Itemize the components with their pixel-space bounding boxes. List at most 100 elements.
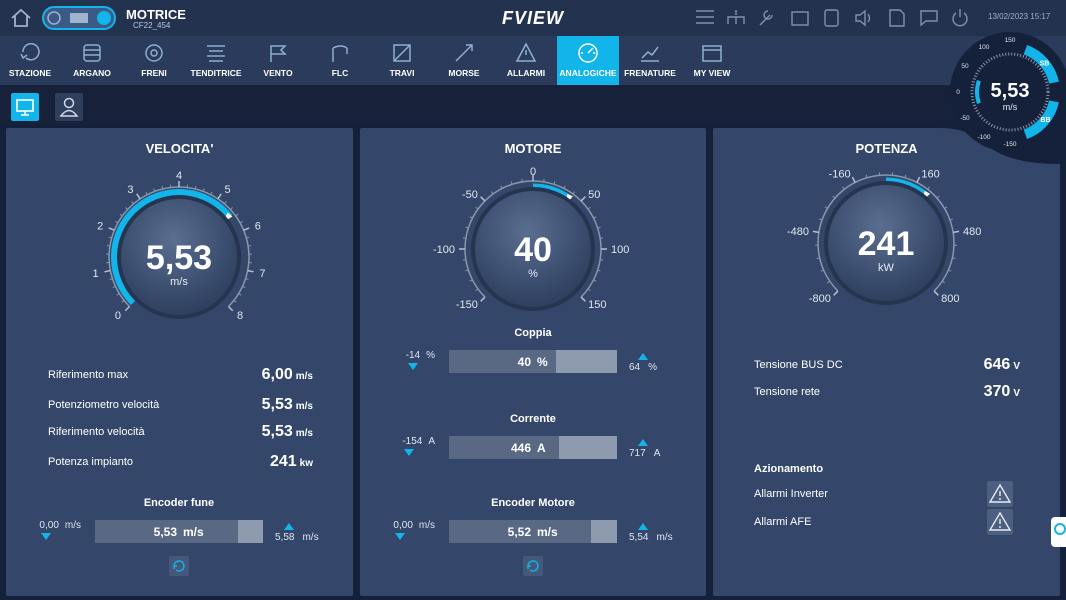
nav-item[interactable]: FRENATURE: [619, 36, 681, 85]
alarm-indicator[interactable]: [987, 509, 1013, 535]
bar-title: Coppia: [514, 327, 552, 339]
minor-tick: [112, 285, 116, 289]
mode-toggle[interactable]: [42, 6, 116, 30]
button-bg: [11, 93, 39, 121]
minor-tick: [475, 206, 479, 210]
tick-mark: [933, 290, 939, 296]
minor-tick: [944, 206, 948, 209]
icon-list[interactable]: [696, 10, 714, 24]
nav-item[interactable]: FLC: [309, 36, 371, 85]
nav-label: TENDITRICE: [190, 68, 242, 78]
nav-item[interactable]: MY VIEW: [681, 36, 743, 85]
nav-item[interactable]: VENTO: [247, 36, 309, 85]
refresh-button[interactable]: [169, 556, 189, 576]
warning-icon: [988, 511, 1012, 531]
icon-tree[interactable]: [727, 10, 745, 24]
nav-item[interactable]: ARGANO: [61, 36, 123, 85]
knob: [828, 185, 944, 301]
tick-label: -800: [809, 293, 831, 305]
mini-arc: [1023, 45, 1059, 84]
section-label: Azionamento: [754, 463, 824, 475]
mini-tick-label: 50: [961, 63, 969, 70]
row-value: 5,53: [261, 396, 293, 413]
icon-message[interactable]: [920, 10, 938, 27]
nav-item[interactable]: STAZIONE: [0, 36, 61, 85]
datetime: 13/02/2023 15:17: [988, 12, 1051, 21]
tick-mark: [247, 269, 254, 273]
refresh-button[interactable]: [523, 556, 543, 576]
nav-item[interactable]: ANALOGICHE: [557, 36, 619, 85]
icon-shape: [702, 45, 722, 62]
nav-item[interactable]: TRAVI: [371, 36, 433, 85]
nav-item[interactable]: FRENI: [123, 36, 185, 85]
icon-doc[interactable]: [889, 9, 905, 27]
user-button[interactable]: [55, 93, 83, 121]
nav-item[interactable]: MORSE: [433, 36, 495, 85]
tick-label: -160: [829, 169, 851, 181]
machine-title: MOTRICE: [126, 7, 186, 22]
bar-min: -14%: [406, 350, 435, 370]
tick-mark: [580, 296, 586, 302]
minor-tick: [119, 213, 123, 217]
bar-min-value: -154: [402, 436, 422, 456]
nav-icon: [393, 44, 411, 62]
icon-shape: [515, 42, 537, 62]
bar-fill: [95, 520, 238, 543]
icon-tools[interactable]: [759, 10, 773, 26]
tick-label: 8: [237, 310, 243, 322]
gauge-unit: %: [528, 268, 538, 280]
bar-track: 5,53 m/s: [95, 520, 263, 543]
tick-mark: [480, 196, 486, 202]
nav-label: FRENATURE: [624, 68, 676, 78]
icon-shape: [145, 44, 163, 62]
row-label: Tensione rete: [754, 386, 821, 398]
icon-power[interactable]: [952, 9, 968, 27]
minor-tick: [904, 174, 907, 178]
nav-icon: [641, 46, 659, 62]
nav-icon: [207, 45, 225, 62]
minor-tick: [941, 280, 946, 284]
icon-box[interactable]: [791, 11, 809, 26]
mini-value: 5,53: [991, 80, 1030, 102]
alarm-label: Allarmi Inverter: [754, 488, 828, 500]
nav-icon: [455, 44, 473, 62]
minor-tick: [952, 257, 956, 259]
monitor-button[interactable]: [11, 93, 39, 121]
side-tab[interactable]: [1051, 517, 1066, 547]
bar-value: 446: [510, 441, 531, 455]
tick-label: -480: [787, 226, 809, 238]
row-label: Riferimento max: [48, 369, 129, 381]
minor-tick: [832, 195, 836, 199]
icon-device[interactable]: [824, 9, 839, 27]
minor-tick: [242, 285, 246, 289]
gauge-ring: [464, 180, 602, 298]
minor-tick: [500, 185, 503, 189]
value-arc: [111, 189, 233, 306]
alarm-indicator[interactable]: [987, 481, 1013, 507]
gauge-ring: [817, 174, 955, 292]
top-bar: [0, 0, 1066, 36]
tick-mark: [104, 269, 111, 273]
home-button[interactable]: [9, 6, 33, 30]
tick-label: 160: [921, 169, 939, 181]
row-value: 5,53: [261, 423, 293, 440]
tick-mark: [227, 305, 234, 312]
row-label: Riferimento velocità: [48, 426, 145, 438]
mini-gauge: -150 -100 -50 0 50 100 150 SB BB 5,53m/s: [950, 32, 1066, 152]
panel-title: VELOCITA': [145, 141, 214, 156]
gauge-value: 40: [514, 231, 552, 269]
bar-min-value: -14: [406, 350, 420, 370]
icon-shape: [332, 45, 348, 62]
bar-max: 5,54 m/s: [629, 532, 673, 543]
minor-tick: [224, 201, 227, 205]
user-icon: [63, 97, 75, 109]
panel-title: MOTORE: [504, 141, 562, 156]
tick-label: 480: [963, 226, 981, 238]
minor-tick: [469, 279, 473, 282]
mini-tick-label: -100: [977, 134, 990, 141]
nav-item[interactable]: ALLARMI: [495, 36, 557, 85]
nav-item[interactable]: TENDITRICE: [185, 36, 247, 85]
row-value-group: 370 V: [984, 383, 1020, 401]
minor-tick: [235, 213, 239, 217]
icon-sound[interactable]: [855, 9, 871, 27]
